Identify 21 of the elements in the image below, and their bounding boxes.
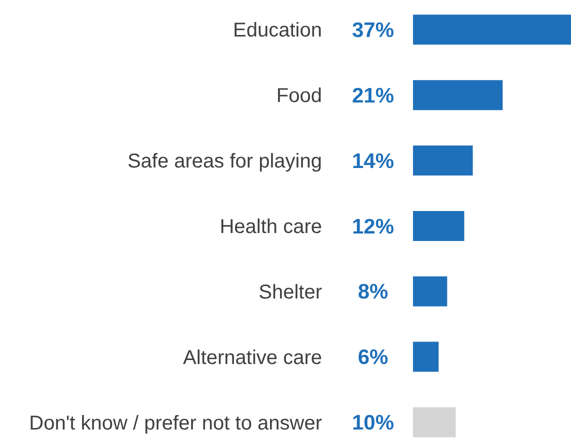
y-tick-label: Health care xyxy=(220,216,322,238)
bar xyxy=(413,80,503,110)
y-tick-label: Shelter xyxy=(258,281,322,304)
bar xyxy=(413,276,448,306)
bar xyxy=(413,342,439,372)
bar xyxy=(413,210,464,241)
bar xyxy=(413,146,473,176)
data-label: 8% xyxy=(358,280,388,304)
data-label: 12% xyxy=(352,215,394,238)
y-tick-label: Education xyxy=(233,20,322,42)
data-label: 10% xyxy=(352,412,394,435)
y-tick-label: Don't know / prefer not to answer xyxy=(29,412,322,434)
bar xyxy=(413,14,571,45)
data-label: 14% xyxy=(352,150,394,173)
y-tick-label: Safe areas for playing xyxy=(127,150,322,173)
y-tick-label: Alternative care xyxy=(183,346,322,369)
data-label: 37% xyxy=(352,19,394,42)
data-label: 6% xyxy=(358,346,388,370)
y-tick-label: Food xyxy=(276,85,322,108)
bar xyxy=(413,407,456,438)
data-label: 21% xyxy=(352,84,394,108)
